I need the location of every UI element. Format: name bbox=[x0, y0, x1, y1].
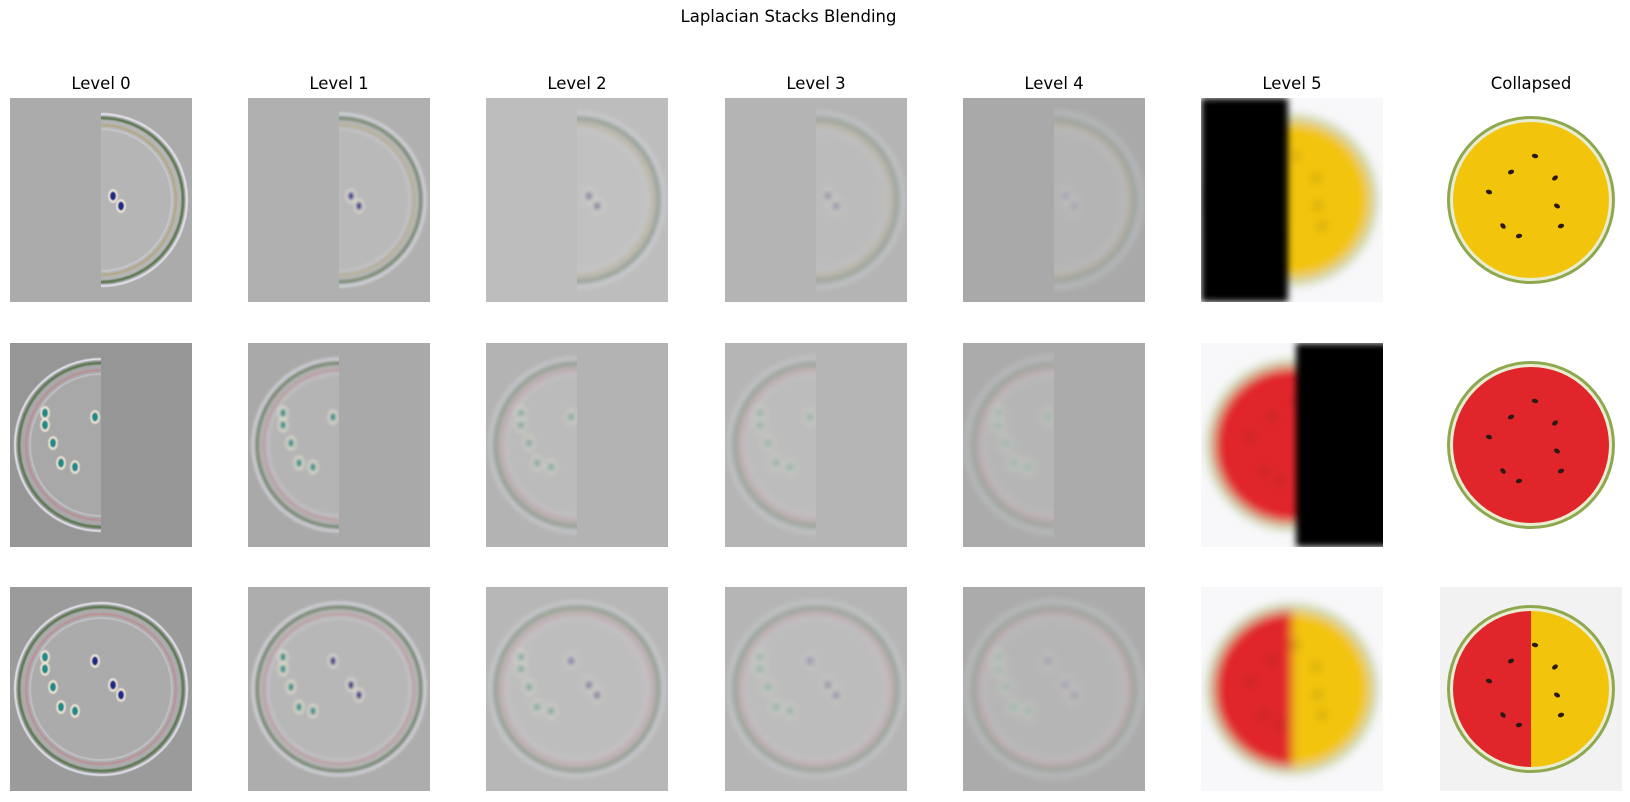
column-title: Level 5 bbox=[1262, 74, 1322, 93]
column-title: Level 3 bbox=[786, 74, 846, 93]
column-title: Level 4 bbox=[1024, 74, 1084, 93]
laplacian-image bbox=[725, 587, 907, 791]
laplacian-image bbox=[10, 98, 192, 302]
laplacian-image bbox=[963, 587, 1145, 791]
laplacian-image bbox=[248, 343, 430, 547]
laplacian-image bbox=[248, 587, 430, 791]
laplacian-image bbox=[248, 98, 430, 302]
laplacian-image bbox=[10, 587, 192, 791]
column-title: Level 2 bbox=[547, 74, 607, 93]
laplacian-image bbox=[963, 343, 1145, 547]
laplacian-image bbox=[963, 98, 1145, 302]
laplacian-image bbox=[486, 587, 668, 791]
gaussian-image bbox=[1201, 587, 1383, 791]
collapsed-image bbox=[1440, 98, 1622, 302]
laplacian-image bbox=[486, 343, 668, 547]
figure-title: Laplacian Stacks Blending bbox=[680, 7, 897, 26]
column-title: Level 0 bbox=[71, 74, 131, 93]
gaussian-image bbox=[1201, 98, 1383, 302]
laplacian-image bbox=[725, 343, 907, 547]
column-title: Level 1 bbox=[309, 74, 369, 93]
laplacian-image bbox=[725, 98, 907, 302]
collapsed-image bbox=[1440, 587, 1622, 791]
gaussian-image bbox=[1201, 343, 1383, 547]
column-title: Collapsed bbox=[1490, 74, 1572, 93]
collapsed-image bbox=[1440, 343, 1622, 547]
laplacian-image bbox=[10, 343, 192, 547]
laplacian-image bbox=[486, 98, 668, 302]
